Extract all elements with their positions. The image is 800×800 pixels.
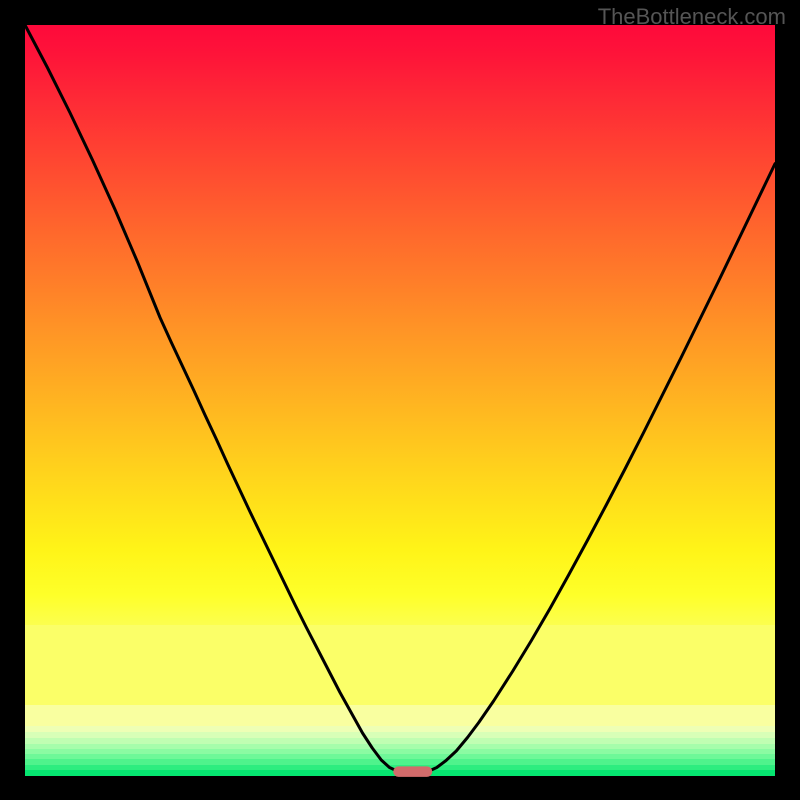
chart-frame: TheBottleneck.com bbox=[0, 0, 800, 800]
bottleneck-curve bbox=[25, 25, 775, 772]
curve-layer bbox=[25, 25, 775, 775]
watermark-text: TheBottleneck.com bbox=[598, 4, 786, 30]
minimum-marker bbox=[393, 766, 432, 777]
